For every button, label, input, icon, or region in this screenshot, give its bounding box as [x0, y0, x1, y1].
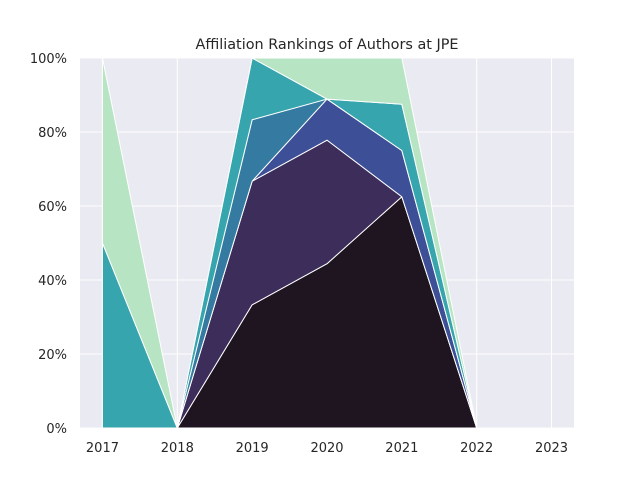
- x-tick-label: 2022: [460, 441, 493, 456]
- y-tick-label: 100%: [30, 52, 67, 67]
- area-series-6: [101, 57, 478, 429]
- x-tick-label: 2021: [385, 441, 418, 456]
- x-tick-label: 2017: [86, 441, 119, 456]
- y-tick-label: 0%: [46, 422, 67, 437]
- y-tick-label: 40%: [38, 274, 67, 289]
- x-tick-label: 2019: [236, 441, 269, 456]
- x-tick-label: 2023: [535, 441, 568, 456]
- x-tick-label: 2020: [310, 441, 343, 456]
- axis-ticks: 2017 2018 2019 2020 2021 2022 2023 0% 20% 40% 60% 8…: [30, 52, 568, 456]
- x-tick-label: 2018: [161, 441, 194, 456]
- y-tick-label: 60%: [38, 200, 67, 215]
- area-series-group: [101, 57, 478, 429]
- y-tick-label: 80%: [38, 126, 67, 141]
- y-tick-label: 20%: [38, 348, 67, 363]
- chart-title: Affiliation Rankings of Authors at JPE: [195, 37, 458, 53]
